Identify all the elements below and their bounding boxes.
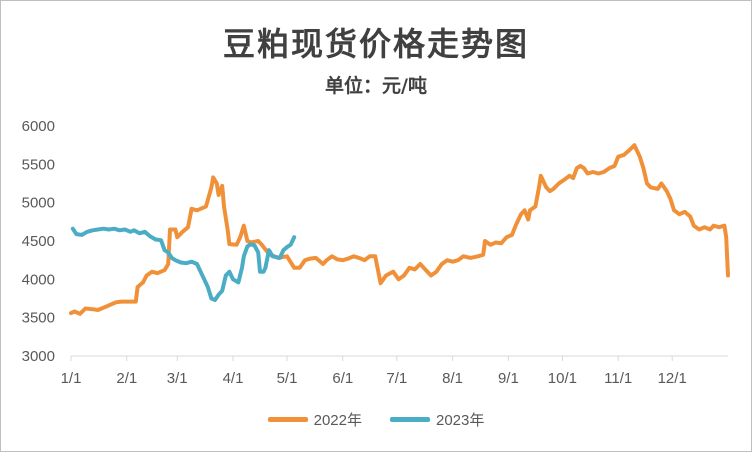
line-chart: 3000 3500 4000 4500 5000 5500 6000 1/1 2/1 3/1 4/…: [22, 118, 730, 387]
x-tick-label: 2/1: [116, 370, 137, 387]
x-tick-label: 12/1: [658, 370, 687, 387]
y-axis: 3000 3500 4000 4500 5000 5500 6000: [22, 118, 55, 365]
x-tick-label: 5/1: [277, 370, 298, 387]
series-line-1: [69, 143, 730, 316]
x-tick-label: 7/1: [386, 370, 407, 387]
x-tick-label: 10/1: [548, 370, 577, 387]
chart-subtitle: 单位：元/吨: [325, 75, 427, 97]
y-tick-label: 6000: [22, 118, 55, 135]
legend-label: 2022年: [313, 412, 362, 429]
legend-item: 2022年: [267, 409, 362, 430]
legend: 2022年 2023年: [1, 409, 751, 430]
x-tick-label: 3/1: [167, 370, 188, 387]
legend-swatch: [267, 417, 308, 422]
series-line-2: [70, 226, 297, 302]
legend-label: 2023年: [436, 412, 485, 429]
x-tick-label: 11/1: [604, 370, 632, 387]
y-tick-label: 5000: [22, 195, 55, 212]
x-tick-label: 9/1: [498, 370, 519, 387]
y-tick-label: 4000: [22, 271, 55, 288]
series-lines: [69, 143, 730, 316]
x-axis: 1/1 2/1 3/1 4/1 5/1 6/1 7/1 8/1 9/1 10/1 11/1 12/1: [61, 355, 728, 387]
legend-item: 2023年: [390, 409, 484, 430]
x-tick-label: 1/1: [61, 370, 82, 387]
chart-title: 豆粕现货价格走势图: [222, 25, 529, 63]
legend-swatch: [390, 417, 430, 422]
y-tick-label: 3500: [22, 310, 55, 327]
y-tick-label: 5500: [22, 156, 55, 173]
x-tick-label: 6/1: [332, 370, 353, 387]
x-tick-label: 4/1: [223, 370, 244, 387]
y-tick-label: 3000: [22, 348, 55, 365]
x-tick-label: 8/1: [442, 370, 463, 387]
y-tick-label: 4500: [22, 233, 55, 250]
